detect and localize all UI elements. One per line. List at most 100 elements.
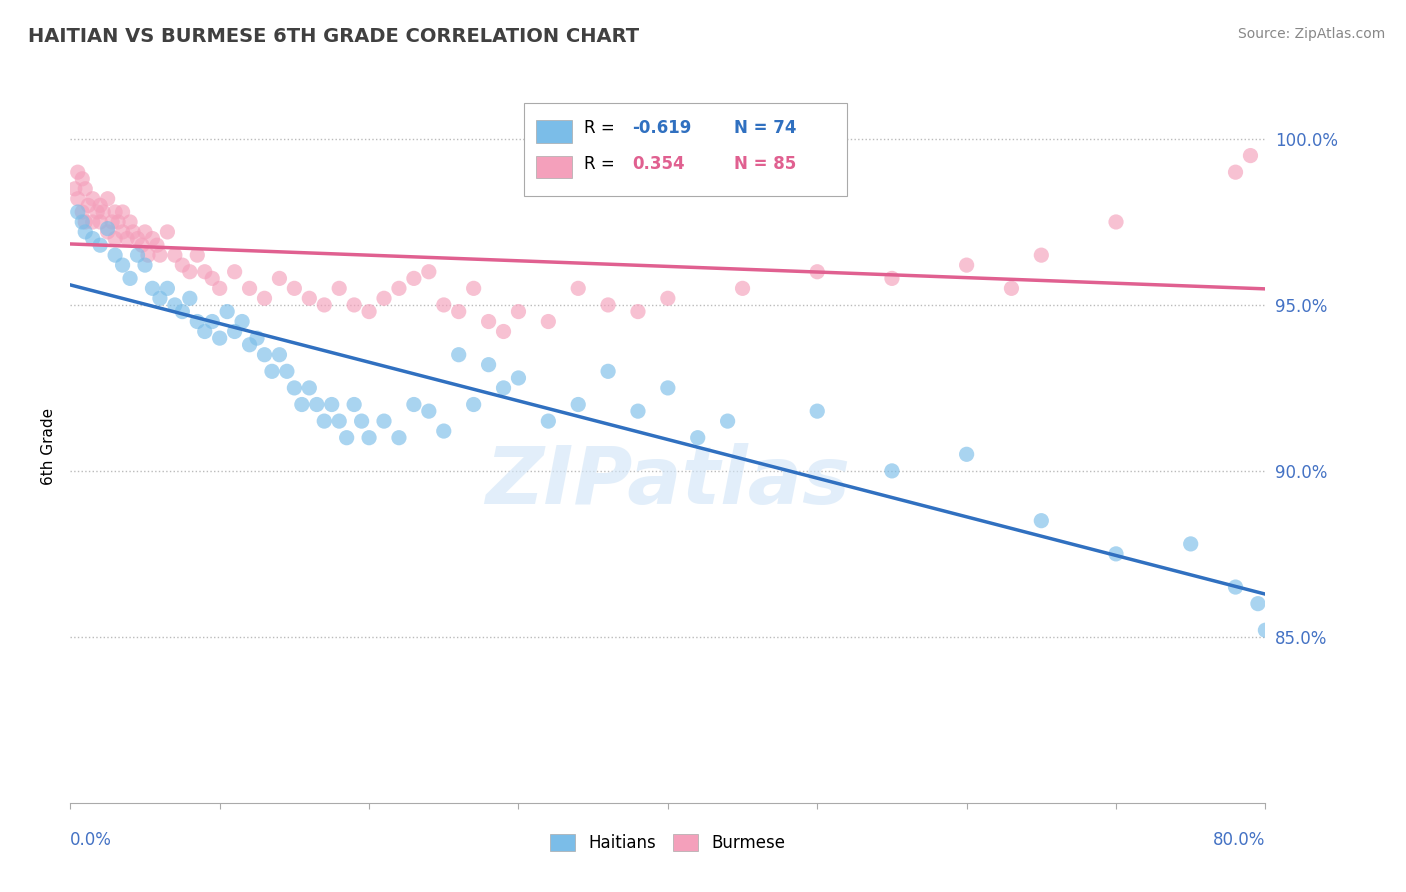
Point (598, 298, 620, 312)
Y-axis label: 6th Grade: 6th Grade (41, 408, 56, 484)
Point (179, 291, 201, 305)
Point (492, 381, 515, 395)
Point (246, 331, 269, 345)
Point (298, 291, 321, 305)
Point (373, 291, 395, 305)
Point (91, 205, 114, 219)
Point (201, 314, 224, 328)
Point (283, 281, 305, 295)
FancyBboxPatch shape (537, 155, 572, 178)
Point (657, 381, 679, 395)
Point (141, 231, 163, 245)
Text: 0.354: 0.354 (633, 155, 685, 173)
Point (134, 225, 156, 239)
Text: N = 85: N = 85 (734, 155, 796, 173)
Point (194, 325, 217, 339)
Point (321, 397, 343, 411)
Point (806, 404, 828, 418)
Point (97, 225, 120, 239)
Point (1000, 281, 1022, 295)
Point (111, 205, 134, 219)
Text: ZIPatlas: ZIPatlas (485, 442, 851, 521)
Legend: Haitians, Burmese: Haitians, Burmese (544, 827, 792, 859)
Point (66, 205, 89, 219)
Point (343, 397, 366, 411)
Point (239, 338, 262, 352)
Point (104, 205, 127, 219)
Text: -0.619: -0.619 (633, 120, 692, 137)
Point (194, 265, 217, 279)
Point (111, 258, 134, 272)
Point (97, 221, 120, 235)
Point (253, 291, 276, 305)
Point (269, 348, 291, 362)
Point (350, 414, 373, 428)
Point (1031, 248, 1053, 262)
Point (224, 325, 246, 339)
Point (1247, 597, 1270, 611)
Point (291, 397, 314, 411)
Point (70, 215, 93, 229)
Point (276, 364, 298, 378)
Point (328, 281, 350, 295)
Point (657, 291, 679, 305)
Point (336, 431, 359, 445)
Point (104, 231, 127, 245)
Point (283, 381, 305, 395)
Point (1180, 537, 1202, 551)
Point (70, 171, 93, 186)
Point (956, 258, 979, 272)
Point (77, 198, 100, 212)
Point (186, 248, 208, 262)
Point (359, 304, 381, 318)
Point (1254, 624, 1277, 638)
Point (179, 265, 201, 279)
Point (1105, 215, 1128, 229)
Point (447, 304, 470, 318)
Point (343, 298, 366, 312)
Text: R =: R = (585, 155, 620, 173)
Point (172, 258, 194, 272)
Text: R =: R = (585, 120, 620, 137)
Point (269, 271, 291, 285)
Point (1031, 514, 1053, 528)
Point (163, 298, 186, 312)
Point (880, 271, 903, 285)
Point (388, 281, 411, 295)
Point (373, 414, 395, 428)
Point (107, 215, 129, 229)
Point (149, 248, 172, 262)
Point (101, 215, 124, 229)
Point (402, 397, 425, 411)
Point (298, 381, 321, 395)
Point (75, 225, 97, 239)
Point (388, 431, 411, 445)
Point (82, 215, 104, 229)
Point (217, 304, 239, 318)
Point (63, 182, 86, 196)
Point (627, 304, 650, 318)
Point (156, 281, 179, 295)
Point (463, 397, 485, 411)
Point (806, 265, 828, 279)
Point (201, 271, 224, 285)
Point (260, 364, 283, 378)
Point (120, 271, 141, 285)
Point (402, 271, 425, 285)
Point (463, 281, 485, 295)
Point (433, 298, 456, 312)
Point (478, 314, 501, 328)
Point (537, 314, 560, 328)
Point (1225, 165, 1247, 179)
Point (717, 414, 740, 428)
Point (537, 414, 560, 428)
Point (97, 192, 120, 206)
Text: HAITIAN VS BURMESE 6TH GRADE CORRELATION CHART: HAITIAN VS BURMESE 6TH GRADE CORRELATION… (28, 27, 640, 45)
Point (122, 225, 145, 239)
Point (156, 225, 179, 239)
Point (186, 314, 208, 328)
Point (82, 192, 104, 206)
Point (418, 404, 440, 418)
Text: 0.0%: 0.0% (70, 831, 112, 849)
Point (136, 248, 159, 262)
